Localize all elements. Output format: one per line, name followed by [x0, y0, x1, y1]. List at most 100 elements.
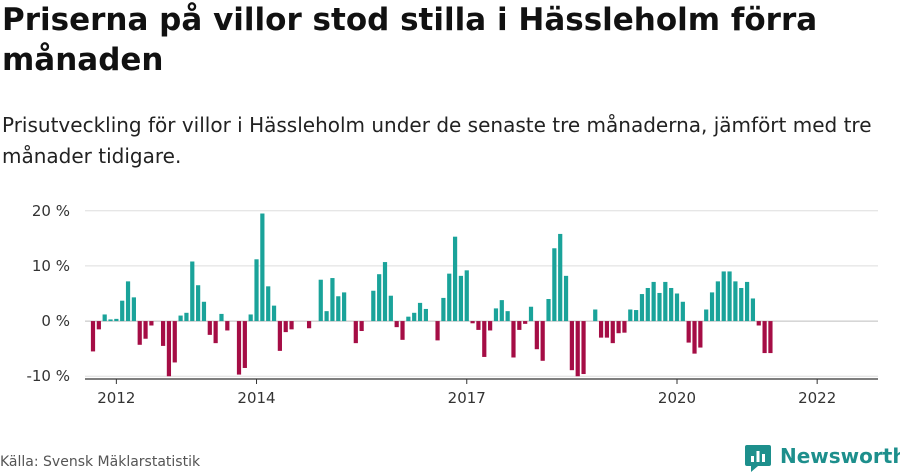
bar	[756, 321, 761, 326]
x-axis: 2012 2014 2017 2020 2022	[85, 378, 878, 407]
bar	[266, 286, 271, 322]
bar	[628, 309, 633, 322]
bar	[353, 321, 358, 344]
bar	[190, 261, 195, 322]
bar	[201, 301, 207, 322]
newsworthy-logo[interactable]: Newsworthy	[744, 440, 900, 474]
bar	[277, 321, 282, 351]
bar	[598, 321, 604, 338]
bar	[149, 321, 154, 326]
chart-logo-icon	[745, 445, 771, 472]
bar	[692, 321, 697, 354]
bar	[406, 316, 411, 322]
bar	[435, 321, 440, 341]
bar	[283, 321, 288, 333]
bar	[400, 321, 405, 340]
bar	[634, 310, 639, 322]
bar	[704, 309, 709, 322]
bar	[569, 321, 574, 371]
bar	[616, 321, 621, 334]
bar	[324, 311, 329, 322]
x-tick-label: 2014	[237, 389, 275, 407]
bar	[423, 308, 428, 322]
bar	[359, 321, 364, 332]
bar	[721, 271, 726, 322]
source-note: Källa: Svensk Mäklarstatistik	[0, 454, 201, 470]
bar	[225, 321, 230, 331]
bar	[558, 233, 563, 322]
bar	[441, 297, 446, 322]
bar	[715, 281, 720, 322]
bar	[493, 308, 499, 322]
bar	[271, 305, 277, 322]
bar	[260, 213, 265, 322]
bar	[482, 321, 487, 357]
x-tick-label: 2022	[798, 389, 836, 407]
x-tick-label: 2012	[97, 389, 135, 407]
bar	[394, 321, 399, 328]
bar	[680, 301, 685, 322]
bar	[184, 312, 189, 322]
bar	[114, 318, 119, 322]
bar	[120, 300, 125, 322]
bar	[447, 273, 452, 322]
bar	[248, 314, 253, 322]
bar	[505, 311, 510, 322]
bar	[651, 281, 656, 322]
y-tick-label: 10 %	[32, 257, 70, 275]
bar	[90, 321, 96, 352]
bar	[528, 306, 534, 322]
bar	[131, 297, 136, 322]
bar	[604, 321, 610, 338]
bar	[663, 281, 668, 322]
bar	[733, 281, 738, 322]
bar	[639, 294, 645, 322]
bar	[207, 321, 212, 335]
bar	[336, 296, 341, 322]
bar	[593, 309, 598, 322]
bar	[219, 313, 224, 322]
bar	[610, 321, 615, 344]
bar	[744, 281, 750, 322]
bar	[750, 298, 756, 322]
bar	[563, 275, 569, 322]
bar	[458, 275, 464, 322]
grid-lines	[85, 210, 878, 377]
bar	[108, 319, 113, 322]
x-tick-label: 2020	[658, 389, 696, 407]
bar	[622, 321, 627, 333]
bar	[686, 321, 691, 343]
bar	[371, 290, 376, 322]
bar	[546, 299, 551, 322]
bar	[657, 292, 662, 322]
bar	[581, 321, 586, 375]
bar	[102, 314, 107, 322]
chart-title: Priserna på villor stod stilla i Hässleh…	[2, 2, 818, 78]
bar	[727, 271, 732, 322]
bar	[523, 321, 528, 324]
y-tick-label: 0 %	[41, 312, 70, 330]
bar	[377, 274, 382, 322]
bar	[306, 321, 312, 329]
brand-name: Newsworthy	[780, 444, 900, 468]
bar	[160, 321, 166, 346]
bar	[552, 248, 557, 322]
bar-chart: -10 % 0 % 10 % 20 % 2012 2014 2017 2020 2022 0 …	[26, 190, 878, 407]
bar	[534, 321, 539, 350]
bar	[540, 321, 545, 361]
bar	[254, 259, 259, 322]
bar	[709, 292, 715, 322]
bar	[669, 287, 674, 322]
bar	[137, 321, 142, 345]
bar	[517, 321, 522, 330]
bar	[166, 321, 172, 377]
bar	[412, 312, 417, 322]
bar	[236, 321, 242, 375]
bar	[213, 321, 218, 344]
bar	[342, 292, 347, 322]
chart-subtitle: Prisutveckling för villor i Hässleholm u…	[2, 113, 872, 168]
bar	[178, 315, 183, 322]
y-tick-label: -10 %	[26, 367, 70, 385]
x-tick-label: 2017	[448, 389, 486, 407]
bar	[417, 302, 423, 322]
